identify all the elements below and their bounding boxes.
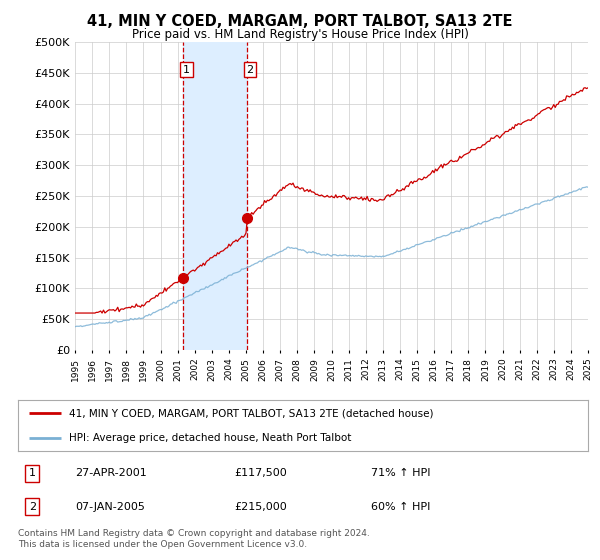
Text: 2: 2 bbox=[29, 502, 36, 512]
Text: 1: 1 bbox=[183, 65, 190, 74]
Text: £215,000: £215,000 bbox=[235, 502, 287, 512]
Text: Price paid vs. HM Land Registry's House Price Index (HPI): Price paid vs. HM Land Registry's House … bbox=[131, 28, 469, 41]
Text: 27-APR-2001: 27-APR-2001 bbox=[75, 468, 147, 478]
Bar bbox=[183, 42, 247, 350]
Text: £117,500: £117,500 bbox=[235, 468, 287, 478]
Text: 41, MIN Y COED, MARGAM, PORT TALBOT, SA13 2TE: 41, MIN Y COED, MARGAM, PORT TALBOT, SA1… bbox=[87, 14, 513, 29]
Text: 41, MIN Y COED, MARGAM, PORT TALBOT, SA13 2TE (detached house): 41, MIN Y COED, MARGAM, PORT TALBOT, SA1… bbox=[70, 408, 434, 418]
Text: 60% ↑ HPI: 60% ↑ HPI bbox=[371, 502, 431, 512]
Text: HPI: Average price, detached house, Neath Port Talbot: HPI: Average price, detached house, Neat… bbox=[70, 433, 352, 443]
Text: 71% ↑ HPI: 71% ↑ HPI bbox=[371, 468, 431, 478]
Text: 2: 2 bbox=[247, 65, 253, 74]
Text: Contains HM Land Registry data © Crown copyright and database right 2024.
This d: Contains HM Land Registry data © Crown c… bbox=[18, 529, 370, 549]
Text: 1: 1 bbox=[29, 468, 36, 478]
Text: 07-JAN-2005: 07-JAN-2005 bbox=[75, 502, 145, 512]
